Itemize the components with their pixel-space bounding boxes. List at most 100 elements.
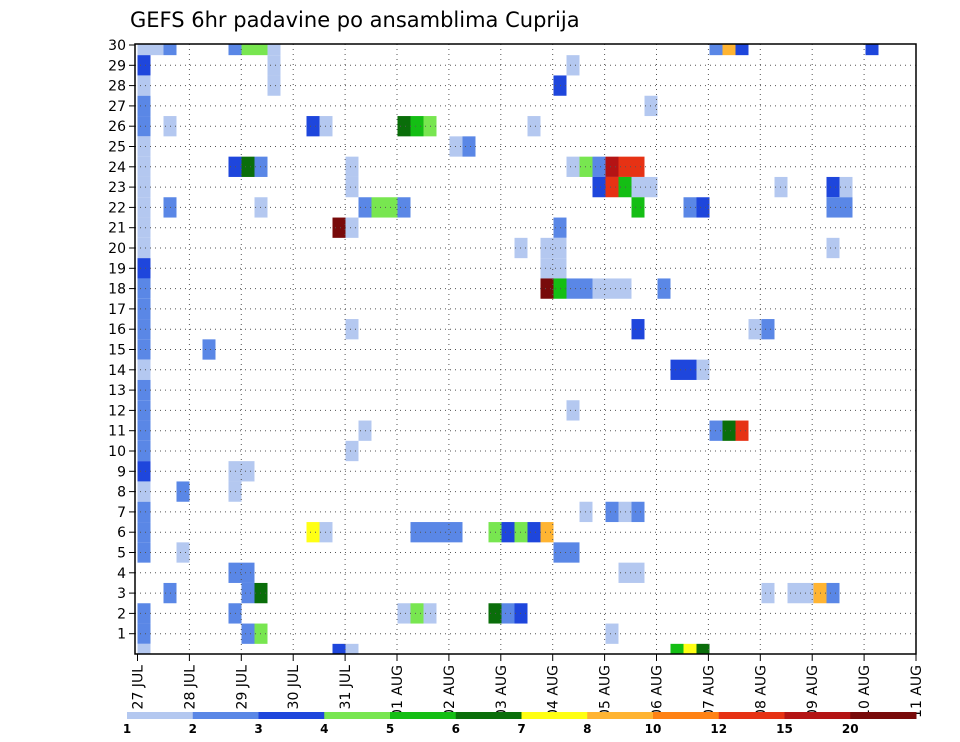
cell-78: [540, 278, 554, 299]
x-tick-label-3: 30 JUL: [286, 665, 302, 710]
y-tick-label-20: 20: [108, 241, 126, 257]
cell-98: [137, 379, 151, 401]
cell-87: [137, 319, 151, 340]
cell-83: [605, 278, 619, 299]
colorbar-label-4: 4: [320, 722, 328, 736]
cell-92: [137, 339, 151, 360]
y-tick-label-16: 16: [108, 322, 126, 338]
cell-133: [176, 542, 190, 563]
cell-82: [592, 278, 606, 299]
cell-2: [163, 44, 177, 56]
cell-70: [540, 237, 554, 259]
cell-115: [137, 501, 151, 523]
cell-8: [722, 44, 736, 56]
y-tick-label-10: 10: [108, 444, 126, 460]
cell-150: [397, 603, 411, 624]
x-tick-label-12: 08 AUG: [753, 665, 769, 718]
x-tick-label-7: 03 AUG: [494, 665, 510, 718]
x-tick-label-1: 28 JUL: [182, 665, 198, 710]
cell-15: [137, 75, 151, 96]
colorbar-swatch-1: [192, 712, 259, 719]
y-tick-label-19: 19: [108, 261, 126, 277]
cell-59: [631, 197, 645, 218]
cell-41: [631, 156, 645, 177]
cell-30: [462, 136, 476, 157]
cell-36: [566, 156, 580, 177]
cell-85: [657, 278, 671, 299]
cell-128: [501, 522, 515, 543]
cell-93: [202, 339, 216, 360]
cell-27: [527, 116, 541, 137]
cell-13: [267, 55, 281, 76]
colorbar-swatch-11: [850, 712, 917, 719]
colorbar-label-10: 10: [645, 722, 662, 736]
cell-120: [137, 522, 151, 543]
grid-lines: [135, 44, 916, 654]
x-tick-label-13: 09 AUG: [805, 665, 821, 718]
cell-31: [137, 156, 151, 177]
cell-61: [696, 197, 710, 218]
cell-94: [137, 359, 151, 380]
colorbar-label-15: 15: [776, 722, 793, 736]
cell-65: [332, 217, 346, 238]
cell-88: [345, 319, 359, 340]
cell-33: [241, 156, 255, 177]
cell-161: [332, 643, 346, 654]
cell-3: [228, 44, 242, 56]
cell-39: [605, 156, 619, 177]
cell-119: [631, 501, 645, 523]
cell-148: [137, 603, 151, 624]
cell-72: [826, 237, 840, 259]
y-tick-label-12: 12: [108, 403, 126, 419]
cell-0: [137, 44, 151, 56]
colorbar-label-3: 3: [254, 722, 262, 736]
cell-4: [241, 44, 255, 56]
colorbar-swatch-7: [587, 712, 654, 719]
cell-62: [826, 197, 840, 218]
y-tick-label-29: 29: [108, 58, 126, 74]
cell-100: [566, 400, 580, 421]
cell-16: [267, 75, 281, 96]
cell-145: [800, 582, 814, 604]
x-tick-label-11: 07 AUG: [701, 665, 717, 718]
cell-80: [566, 278, 580, 299]
cell-99: [137, 400, 151, 421]
y-tick-label-25: 25: [108, 140, 126, 156]
cell-163: [670, 643, 684, 654]
cell-14: [566, 55, 580, 76]
colorbar-swatch-2: [258, 712, 325, 719]
cell-77: [137, 278, 151, 299]
cell-137: [241, 562, 255, 583]
colorbar-swatch-6: [521, 712, 588, 719]
y-tick-label-11: 11: [108, 424, 126, 440]
cell-125: [436, 522, 450, 543]
precipitation-cells: [137, 44, 879, 654]
cell-165: [696, 643, 710, 654]
y-tick-label-8: 8: [117, 485, 126, 501]
cell-151: [410, 603, 424, 624]
cell-12: [137, 55, 151, 76]
y-tick-label-3: 3: [117, 586, 126, 602]
y-tick-label-18: 18: [108, 282, 126, 298]
cell-44: [592, 176, 606, 198]
cell-50: [826, 176, 840, 198]
x-tick-label-4: 31 JUL: [338, 665, 354, 710]
colorbar-swatch-5: [455, 712, 522, 719]
y-tick-label-27: 27: [108, 99, 126, 115]
cell-157: [241, 623, 255, 644]
cell-159: [605, 623, 619, 644]
cell-144: [787, 582, 801, 604]
colorbar-swatch-0: [127, 712, 194, 719]
cell-91: [761, 319, 775, 340]
cell-113: [176, 481, 190, 502]
cell-58: [397, 197, 411, 218]
cell-135: [566, 542, 580, 563]
cell-68: [137, 237, 151, 259]
cell-106: [735, 420, 749, 441]
cell-6: [267, 44, 281, 56]
y-tick-label-15: 15: [108, 343, 126, 359]
colorbar-swatch-3: [324, 712, 391, 719]
x-tick-label-10: 06 AUG: [650, 665, 666, 718]
cell-42: [137, 176, 151, 198]
